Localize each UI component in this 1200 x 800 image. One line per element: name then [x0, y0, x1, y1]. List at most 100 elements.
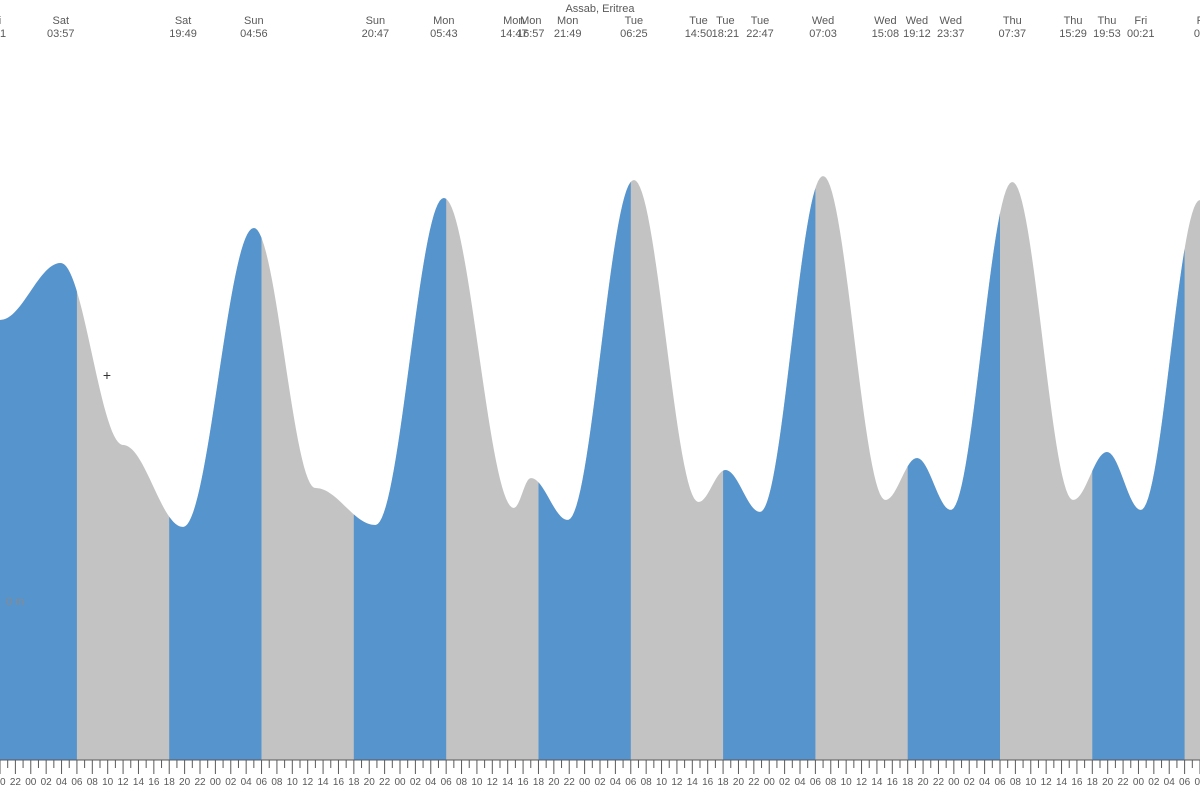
peak-day-label: i — [0, 15, 1, 27]
x-tick-label: 08 — [1010, 777, 1022, 788]
peak-day-label: Sat — [53, 15, 70, 27]
x-tick-label: 06 — [71, 777, 83, 788]
x-tick-label: 12 — [671, 777, 683, 788]
x-tick-label: 02 — [779, 777, 791, 788]
x-tick-label: 10 — [1025, 777, 1037, 788]
x-tick-label: 12 — [487, 777, 499, 788]
x-tick-label: 22 — [1118, 777, 1130, 788]
tide-area-day-4 — [723, 188, 815, 760]
x-tick-label: 22 — [10, 777, 22, 788]
x-tick-label: 18 — [348, 777, 360, 788]
x-tick-label: 00 — [25, 777, 37, 788]
x-tick-label: 06 — [994, 777, 1006, 788]
x-tick-label: 12 — [302, 777, 314, 788]
x-tick-label: 18 — [902, 777, 914, 788]
x-tick-label: 06 — [256, 777, 268, 788]
x-tick-label: 02 — [594, 777, 606, 788]
x-tick-label: 02 — [964, 777, 976, 788]
peak-time-label: 19:53 — [1093, 28, 1121, 40]
x-tick-label: 06 — [810, 777, 822, 788]
tide-area-day-1 — [169, 228, 261, 760]
x-tick-label: 00 — [210, 777, 222, 788]
x-tick-label: 16 — [1071, 777, 1083, 788]
x-tick-label: 00 — [579, 777, 591, 788]
peak-time-label: 21:49 — [554, 28, 582, 40]
x-tick-label: 04 — [56, 777, 68, 788]
tide-area-day-0 — [0, 263, 77, 760]
peak-time-label: 08 — [1194, 28, 1200, 40]
x-tick-label: 16 — [887, 777, 899, 788]
x-tick-label: 20 — [364, 777, 376, 788]
peak-day-label: Tue — [716, 15, 735, 27]
x-tick-label: 14 — [1056, 777, 1068, 788]
peak-time-label: 03:57 — [47, 28, 75, 40]
x-tick-label: 08 — [825, 777, 837, 788]
x-tick-label: 08 — [456, 777, 468, 788]
x-tick-label: 14 — [502, 777, 514, 788]
x-tick-label: 12 — [118, 777, 130, 788]
peak-time-label: 15:08 — [872, 28, 900, 40]
x-tick-label: 08 — [87, 777, 99, 788]
x-tick-label: 10 — [471, 777, 483, 788]
peak-time-label: 19:49 — [169, 28, 197, 40]
x-tick-label: 14 — [133, 777, 145, 788]
peak-time-label: 05:43 — [430, 28, 458, 40]
x-tick-label: 20 — [1102, 777, 1114, 788]
peak-time-label: 01 — [0, 28, 6, 40]
x-tick-label: 02 — [225, 777, 237, 788]
x-tick-label: 10 — [656, 777, 668, 788]
x-tick-label: 18 — [533, 777, 545, 788]
x-tick-label: 08 — [1194, 777, 1200, 788]
x-tick-label: 14 — [318, 777, 330, 788]
x-tick-label: 06 — [441, 777, 453, 788]
x-tick-label: 02 — [1148, 777, 1160, 788]
peak-day-label: Sat — [175, 15, 192, 27]
x-tick-label: 04 — [425, 777, 437, 788]
peak-time-label: 16:57 — [517, 28, 545, 40]
x-tick-label: 22 — [194, 777, 206, 788]
cursor-marker: + — [103, 367, 111, 383]
peak-time-label: 22:47 — [746, 28, 774, 40]
x-tick-label: 04 — [241, 777, 253, 788]
x-tick-label: 06 — [1179, 777, 1191, 788]
x-tick-label: 10 — [841, 777, 853, 788]
peak-time-label: 00:21 — [1127, 28, 1155, 40]
tide-area-day-3 — [539, 182, 631, 760]
peak-day-label: Wed — [906, 15, 928, 27]
x-tick-label: 10 — [102, 777, 114, 788]
x-tick-label: 04 — [979, 777, 991, 788]
x-tick-label: 00 — [1133, 777, 1145, 788]
peak-day-label: Wed — [874, 15, 896, 27]
x-tick-label: 20 — [548, 777, 560, 788]
peak-day-label: Mon — [433, 15, 454, 27]
x-tick-label: 18 — [1087, 777, 1099, 788]
peak-time-label: 20:47 — [362, 28, 390, 40]
peak-time-label: 18:21 — [712, 28, 740, 40]
x-tick-label: 14 — [687, 777, 699, 788]
x-tick-label: 12 — [856, 777, 868, 788]
x-tick-label: 16 — [518, 777, 530, 788]
peak-day-label: Wed — [812, 15, 834, 27]
tide-area-day-2 — [354, 198, 446, 760]
x-tick-label: 22 — [748, 777, 760, 788]
x-tick-label: 02 — [41, 777, 53, 788]
x-tick-label: 04 — [610, 777, 622, 788]
peak-time-label: 15:29 — [1059, 28, 1087, 40]
peak-day-label: Mon — [520, 15, 541, 27]
x-tick-label: 16 — [333, 777, 345, 788]
tide-chart: 2022000204060810121416182022000204060810… — [0, 0, 1200, 800]
peak-day-label: Tue — [689, 15, 708, 27]
peak-time-label: 06:25 — [620, 28, 648, 40]
y-axis-label: 0 m — [6, 596, 24, 608]
x-tick-label: 16 — [148, 777, 160, 788]
peak-day-label: Tue — [625, 15, 644, 27]
x-tick-label: 10 — [287, 777, 299, 788]
x-tick-label: 14 — [871, 777, 883, 788]
peak-day-label: Sun — [244, 15, 264, 27]
peak-time-label: 23:37 — [937, 28, 965, 40]
x-tick-label: 02 — [410, 777, 422, 788]
x-tick-label: 22 — [564, 777, 576, 788]
x-tick-label: 00 — [948, 777, 960, 788]
x-tick-label: 16 — [702, 777, 714, 788]
x-tick-label: 04 — [794, 777, 806, 788]
